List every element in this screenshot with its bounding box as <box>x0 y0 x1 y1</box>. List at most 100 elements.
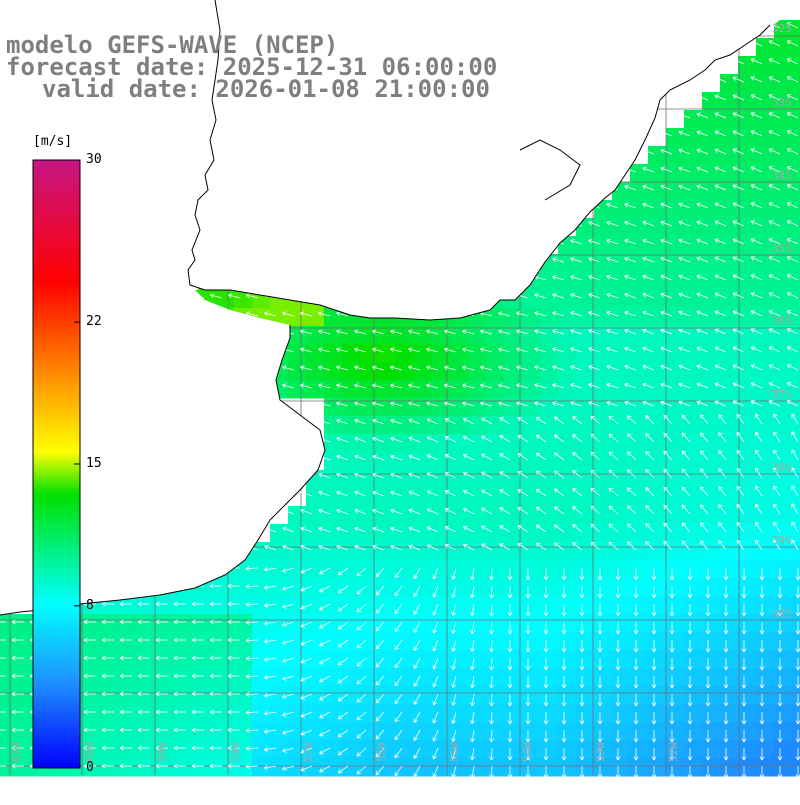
field-cell <box>648 182 667 201</box>
field-cell <box>540 326 559 345</box>
field-cell <box>792 146 800 165</box>
field-cell <box>720 704 739 723</box>
field-cell <box>630 200 649 219</box>
field-cell <box>774 686 793 705</box>
field-cell <box>522 722 541 741</box>
field-cell <box>612 236 631 255</box>
field-cell <box>702 488 721 507</box>
field-cell <box>702 614 721 633</box>
field-cell <box>378 506 397 525</box>
field-cell <box>792 506 800 525</box>
field-cell <box>522 668 541 687</box>
field-cell <box>324 416 343 435</box>
field-cell <box>108 614 127 633</box>
field-cell <box>792 236 800 255</box>
field-cell <box>558 290 577 309</box>
field-cell <box>288 542 307 561</box>
field-cell <box>540 362 559 381</box>
field-cell <box>486 650 505 669</box>
field-cell <box>648 542 667 561</box>
latitude-label: 37S <box>772 388 792 401</box>
field-cell <box>126 740 145 759</box>
field-cell <box>396 650 415 669</box>
field-cell <box>792 74 800 93</box>
field-cell <box>576 650 595 669</box>
field-cell <box>468 344 487 363</box>
field-cell <box>324 704 343 723</box>
field-cell <box>306 524 325 543</box>
field-cell <box>576 686 595 705</box>
field-cell <box>738 632 757 651</box>
field-cell <box>126 722 145 741</box>
field-cell <box>576 236 595 255</box>
field-cell <box>396 614 415 633</box>
longitude-label: 57W <box>302 742 315 762</box>
field-cell <box>558 686 577 705</box>
field-cell <box>378 542 397 561</box>
field-cell <box>648 362 667 381</box>
field-cell <box>432 344 451 363</box>
field-cell <box>324 758 343 777</box>
field-cell <box>792 614 800 633</box>
field-cell <box>468 524 487 543</box>
field-cell <box>180 596 199 615</box>
field-cell <box>270 524 289 543</box>
field-cell <box>324 434 343 453</box>
field-cell <box>576 344 595 363</box>
field-cell <box>774 668 793 687</box>
field-cell <box>378 434 397 453</box>
field-cell <box>792 668 800 687</box>
field-cell <box>684 686 703 705</box>
field-cell <box>126 704 145 723</box>
field-cell <box>648 488 667 507</box>
field-cell <box>198 686 217 705</box>
field-cell <box>612 326 631 345</box>
field-cell <box>540 308 559 327</box>
field-cell <box>396 722 415 741</box>
field-cell <box>684 704 703 723</box>
field-cell <box>486 704 505 723</box>
field-cell <box>540 290 559 309</box>
field-cell <box>792 128 800 147</box>
field-cell <box>450 542 469 561</box>
field-cell <box>324 596 343 615</box>
field-cell <box>792 650 800 669</box>
field-cell <box>594 560 613 579</box>
field-cell <box>648 740 667 759</box>
field-cell <box>468 722 487 741</box>
field-cell <box>324 380 343 399</box>
field-cell <box>630 308 649 327</box>
field-cell <box>450 470 469 489</box>
field-cell <box>648 290 667 309</box>
field-cell <box>396 344 415 363</box>
field-cell <box>630 740 649 759</box>
field-cell <box>774 722 793 741</box>
field-cell <box>450 560 469 579</box>
field-cell <box>666 668 685 687</box>
field-cell <box>774 578 793 597</box>
field-cell <box>342 434 361 453</box>
field-cell <box>792 596 800 615</box>
field-cell <box>720 758 739 777</box>
field-cell <box>378 632 397 651</box>
field-cell <box>216 650 235 669</box>
field-cell <box>216 632 235 651</box>
field-cell <box>576 308 595 327</box>
field-cell <box>90 686 109 705</box>
field-cell <box>522 362 541 381</box>
field-cell <box>666 452 685 471</box>
field-cell <box>108 740 127 759</box>
field-cell <box>450 344 469 363</box>
field-cell <box>360 362 379 381</box>
field-cell <box>612 506 631 525</box>
field-cell <box>468 596 487 615</box>
field-cell <box>558 560 577 579</box>
field-cell <box>108 722 127 741</box>
field-cell <box>720 452 739 471</box>
field-cell <box>612 452 631 471</box>
field-cell <box>522 308 541 327</box>
field-cell <box>216 722 235 741</box>
field-cell <box>738 704 757 723</box>
field-cell <box>540 614 559 633</box>
field-cell <box>594 650 613 669</box>
